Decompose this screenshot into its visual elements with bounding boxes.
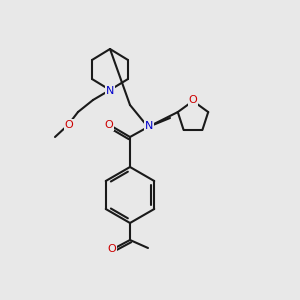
Text: O: O [64, 120, 74, 130]
Text: O: O [108, 244, 116, 254]
Text: N: N [145, 121, 153, 131]
Text: N: N [106, 86, 114, 96]
Text: O: O [189, 95, 197, 105]
Text: O: O [105, 120, 113, 130]
